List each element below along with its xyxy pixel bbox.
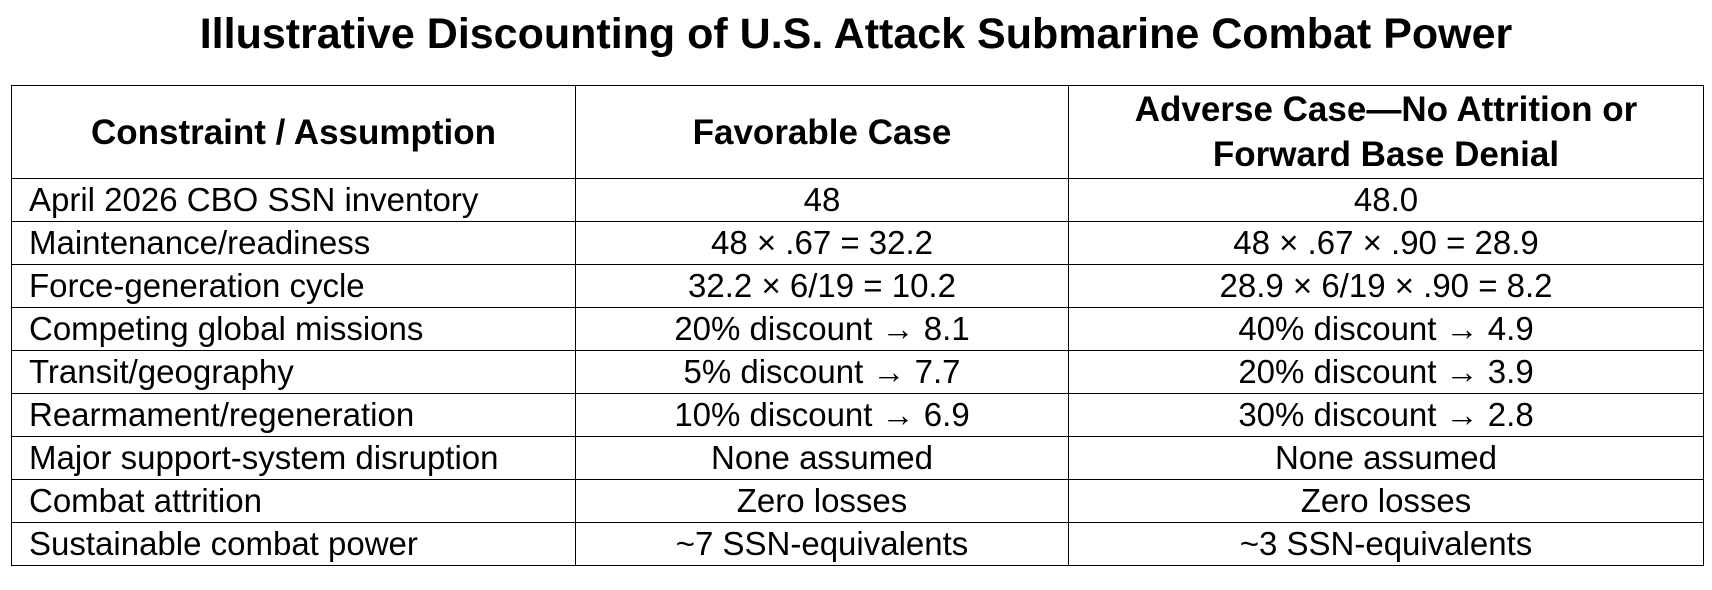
table-cell: April 2026 CBO SSN inventory: [11, 178, 576, 222]
table-cell: ~7 SSN-equivalents: [575, 522, 1069, 566]
table-cell: 48 × .67 = 32.2: [575, 221, 1069, 265]
table-cell: Sustainable combat power: [11, 522, 576, 566]
table-row: Maintenance/readiness 48 × .67 = 32.2 48 ×…: [11, 221, 1704, 265]
table: Constraint / Assumption Favorable Case Adv…: [11, 85, 1704, 566]
table-row: Rearmament/regeneration 10% discount → 6.…: [11, 393, 1704, 437]
table-cell: 30% discount → 2.8: [1068, 393, 1704, 437]
table-row: Sustainable combat power ~7 SSN-equivalen…: [11, 522, 1704, 566]
table-row: Major support-system disruption None assu…: [11, 436, 1704, 480]
table-cell: Zero losses: [575, 479, 1069, 523]
table-cell: 5% discount → 7.7: [575, 350, 1069, 394]
table-cell: 28.9 × 6/19 × .90 = 8.2: [1068, 264, 1704, 308]
table-cell: Rearmament/regeneration: [11, 393, 576, 437]
table-cell: 20% discount → 8.1: [575, 307, 1069, 351]
header-cell: Constraint / Assumption: [11, 85, 576, 179]
table-body: April 2026 CBO SSN inventory 48 48.0 Mainte…: [11, 178, 1704, 566]
table-cell: 20% discount → 3.9: [1068, 350, 1704, 394]
table-cell: 48: [575, 178, 1069, 222]
title: Illustrative Discounting of U.S. Attack …: [199, 10, 1513, 58]
table-cell: 32.2 × 6/19 = 10.2: [575, 264, 1069, 308]
table-cell: 48.0: [1068, 178, 1704, 222]
table-row: April 2026 CBO SSN inventory 48 48.0: [11, 178, 1704, 222]
table-cell: ~3 SSN-equivalents: [1068, 522, 1704, 566]
table-cell: 40% discount → 4.9: [1068, 307, 1704, 351]
table-cell: None assumed: [575, 436, 1069, 480]
table-row: Competing global missions 20% discount → …: [11, 307, 1704, 351]
table-cell: Major support-system disruption: [11, 436, 576, 480]
header-row: Constraint / Assumption Favorable Case Adv…: [11, 85, 1704, 179]
table-cell: Force-generation cycle: [11, 264, 576, 308]
table-row: Transit/geography 5% discount → 7.7 20% di…: [11, 350, 1704, 394]
table-cell: Competing global missions: [11, 307, 576, 351]
table-cell: None assumed: [1068, 436, 1704, 480]
table-cell: Zero losses: [1068, 479, 1704, 523]
header-cell: Adverse Case—No Attrition or Forward Bas…: [1068, 85, 1704, 179]
table-row: Force-generation cycle 32.2 × 6/19 = 10.2…: [11, 264, 1704, 308]
table-cell: 48 × .67 × .90 = 28.9: [1068, 221, 1704, 265]
table-cell: Transit/geography: [11, 350, 576, 394]
table-cell: 10% discount → 6.9: [575, 393, 1069, 437]
table-cell: Maintenance/readiness: [11, 221, 576, 265]
table-cell: Combat attrition: [11, 479, 576, 523]
header-cell: Favorable Case: [575, 85, 1069, 179]
table-row: Combat attrition Zero losses Zero losses: [11, 479, 1704, 523]
